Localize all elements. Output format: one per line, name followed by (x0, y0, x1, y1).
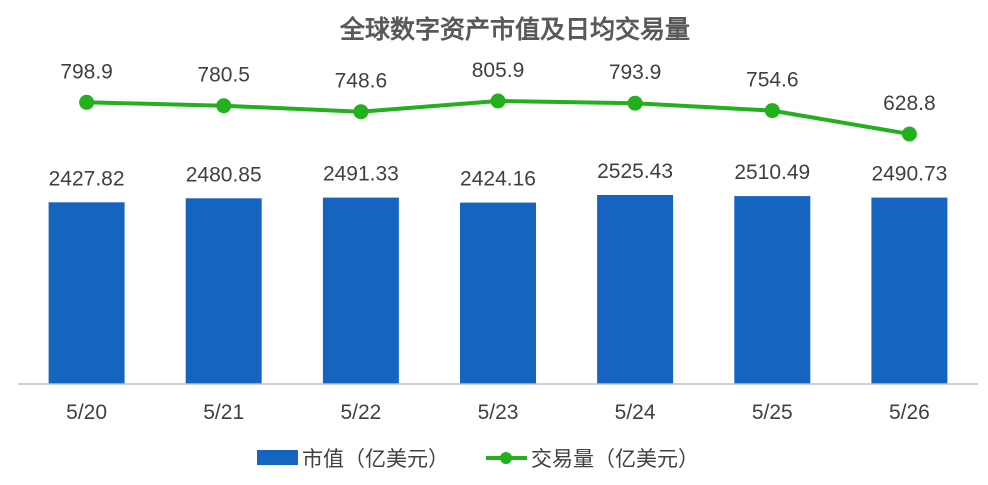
x-axis-ticks: 5/20 5/21 5/22 5/23 5/24 5/25 5/26 (66, 401, 930, 424)
x-tick-label: 5/21 (203, 401, 244, 424)
bar (185, 198, 262, 384)
legend: 市值（亿美元） 交易量（亿美元） (257, 447, 699, 471)
legend-label-line: 交易量（亿美元） (531, 447, 699, 471)
chart-title: 全球数字资产市值及日均交易量 (339, 15, 690, 44)
bar-series (48, 195, 948, 384)
x-tick-label: 5/25 (752, 401, 793, 424)
line-point (79, 94, 95, 110)
bar-value-label: 2510.49 (734, 161, 810, 184)
bar-value-label: 2525.43 (597, 160, 673, 183)
line-value-label: 754.6 (746, 69, 799, 92)
legend-swatch-bar (257, 450, 298, 465)
bar (48, 202, 125, 384)
x-tick-label: 5/26 (889, 401, 930, 424)
bar-value-labels: 2427.82 2480.85 2491.33 2424.16 2525.43 2510.… (49, 160, 948, 191)
bar-value-label: 2491.33 (323, 163, 399, 186)
line-point (216, 98, 232, 114)
bar (322, 197, 399, 384)
bar-value-label: 2490.73 (871, 163, 947, 186)
line-point (353, 104, 369, 120)
line-value-label: 798.9 (60, 60, 113, 83)
x-tick-label: 5/20 (66, 401, 107, 424)
line-value-label: 748.6 (335, 70, 388, 93)
bar-value-label: 2424.16 (460, 168, 536, 191)
line-point (490, 93, 506, 109)
x-tick-label: 5/23 (478, 401, 519, 424)
line-point (627, 95, 643, 111)
bar (871, 197, 948, 384)
bar (597, 195, 674, 384)
x-tick-label: 5/24 (615, 401, 656, 424)
line-point (764, 103, 780, 119)
line-series (79, 93, 917, 142)
bar-value-label: 2480.85 (186, 163, 262, 186)
line-value-label: 628.8 (883, 92, 936, 115)
bar (460, 202, 536, 384)
line-point (901, 126, 917, 142)
bar-value-label: 2427.82 (49, 167, 125, 190)
line-value-label: 805.9 (472, 59, 525, 82)
legend-label-bar: 市值（亿美元） (302, 447, 449, 471)
legend-swatch-marker (500, 452, 512, 464)
bar (734, 196, 811, 384)
line-value-label: 793.9 (609, 61, 662, 84)
line-value-label: 780.5 (197, 64, 250, 87)
x-tick-label: 5/22 (340, 401, 381, 424)
line-value-labels: 798.9 780.5 748.6 805.9 793.9 754.6 628.8 (60, 59, 935, 115)
